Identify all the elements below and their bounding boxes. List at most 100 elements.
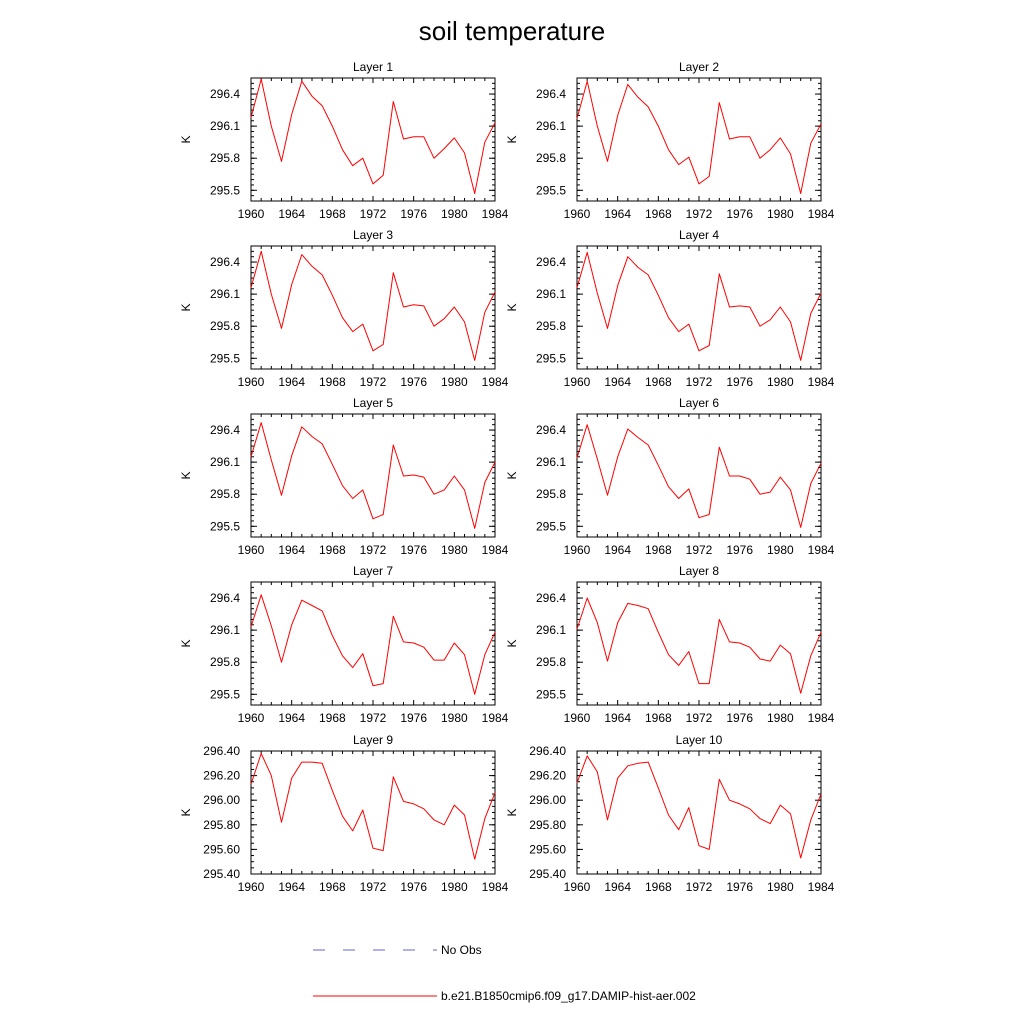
x-tick-label: 1980 [441, 543, 468, 557]
panel-layer-10: Layer 10 1960 1964 1968 1972 1976 1980 1984 296.… [505, 733, 835, 894]
y-tick-label: 296.1 [210, 623, 240, 637]
x-tick-label: 1960 [238, 543, 265, 557]
x-tick-label: 1972 [686, 543, 713, 557]
x-tick-label: 1984 [482, 543, 509, 557]
y-tick-label: 296.1 [536, 119, 566, 133]
x-tick-label: 1972 [686, 880, 713, 894]
y-tick-label: 295.8 [210, 151, 240, 165]
panel-layer-6: Layer 6 1960 1964 1968 1972 1976 1980 1984 296.4… [505, 396, 835, 557]
x-tick-label: 1984 [808, 880, 835, 894]
y-tick-label: 295.8 [536, 319, 566, 333]
x-tick-label: 1968 [319, 711, 346, 725]
series-line-model [250, 250, 496, 361]
x-tick-label: 1976 [400, 207, 427, 221]
x-tick-label: 1980 [441, 207, 468, 221]
x-tick-label: 1984 [808, 375, 835, 389]
x-tick-label: 1976 [400, 880, 427, 894]
y-tick-label: 296.20 [529, 769, 566, 783]
x-tick-label: 1960 [238, 375, 265, 389]
x-tick-label: 1972 [360, 880, 387, 894]
x-tick-label: 1980 [767, 543, 794, 557]
x-tick-label: 1964 [278, 880, 305, 894]
series-line-model [250, 422, 496, 529]
series-line-model [576, 80, 822, 194]
x-tick-label: 1968 [319, 880, 346, 894]
x-tick-label: 1960 [238, 207, 265, 221]
series-line-model [576, 755, 822, 859]
x-tick-label: 1972 [360, 375, 387, 389]
y-axis-label: K [179, 303, 193, 311]
x-tick-label: 1968 [319, 207, 346, 221]
x-tick-label: 1984 [808, 207, 835, 221]
y-tick-label: 296.40 [203, 744, 240, 758]
x-tick-label: 1972 [686, 375, 713, 389]
y-tick-label: 295.8 [210, 319, 240, 333]
x-tick-label: 1972 [360, 207, 387, 221]
x-tick-label: 1984 [482, 207, 509, 221]
y-tick-label: 295.5 [210, 519, 240, 533]
x-tick-label: 1964 [604, 880, 631, 894]
panel-title: Layer 4 [679, 228, 719, 242]
y-tick-label: 295.60 [529, 842, 566, 856]
x-tick-label: 1980 [767, 375, 794, 389]
y-axis-label: K [179, 808, 193, 816]
y-tick-label: 296.4 [210, 255, 240, 269]
panel-layer-9: Layer 9 1960 1964 1968 1972 1976 1980 1984 296.4… [179, 733, 509, 894]
x-tick-label: 1964 [604, 375, 631, 389]
x-tick-label: 1968 [645, 375, 672, 389]
panel-title: Layer 1 [353, 60, 393, 74]
panel-title: Layer 7 [353, 564, 393, 578]
x-tick-label: 1960 [564, 543, 591, 557]
x-tick-label: 1980 [441, 880, 468, 894]
y-tick-label: 296.4 [536, 87, 566, 101]
y-tick-label: 296.4 [210, 591, 240, 605]
y-tick-label: 296.20 [203, 769, 240, 783]
figure-title: soil temperature [419, 16, 605, 46]
y-tick-label: 296.4 [210, 87, 240, 101]
x-tick-label: 1968 [645, 880, 672, 894]
series-line-model [250, 753, 496, 860]
x-tick-label: 1976 [726, 207, 753, 221]
y-tick-label: 295.60 [203, 842, 240, 856]
x-tick-label: 1984 [482, 711, 509, 725]
legend: No Obs b.e21.B1850cmip6.f09_g17.DAMIP-hi… [313, 943, 696, 1003]
x-tick-label: 1984 [808, 543, 835, 557]
y-tick-label: 295.5 [536, 351, 566, 365]
y-tick-label: 296.1 [536, 287, 566, 301]
x-tick-label: 1976 [400, 543, 427, 557]
y-tick-label: 295.5 [536, 687, 566, 701]
panel-title: Layer 8 [679, 564, 719, 578]
x-tick-label: 1976 [400, 375, 427, 389]
panel-title: Layer 2 [679, 60, 719, 74]
panel-layer-7: Layer 7 1960 1964 1968 1972 1976 1980 1984 296.4… [179, 564, 509, 725]
y-axis-label: K [179, 639, 193, 647]
y-tick-label: 295.5 [210, 687, 240, 701]
panel-layer-2: Layer 2 1960 1964 1968 1972 1976 1980 1984 296.4… [505, 60, 835, 221]
x-tick-label: 1976 [726, 375, 753, 389]
x-tick-label: 1976 [726, 880, 753, 894]
x-tick-label: 1980 [767, 711, 794, 725]
x-tick-label: 1976 [400, 711, 427, 725]
x-tick-label: 1960 [564, 207, 591, 221]
plot-frame [250, 750, 496, 875]
plot-frame [576, 581, 822, 706]
y-axis-label: K [505, 471, 519, 479]
x-tick-label: 1964 [278, 207, 305, 221]
x-tick-label: 1984 [482, 880, 509, 894]
plot-frame [250, 581, 496, 706]
y-tick-label: 296.4 [536, 423, 566, 437]
y-tick-label: 296.1 [210, 287, 240, 301]
y-tick-label: 295.40 [529, 867, 566, 881]
y-axis-label: K [179, 135, 193, 143]
panel-title: Layer 10 [676, 733, 723, 747]
y-tick-label: 296.1 [210, 455, 240, 469]
panel-layer-8: Layer 8 1960 1964 1968 1972 1976 1980 1984 296.4… [505, 564, 835, 725]
y-tick-label: 296.40 [529, 744, 566, 758]
panel-layer-3: Layer 3 1960 1964 1968 1972 1976 1980 1984 296.4… [179, 228, 509, 389]
y-tick-label: 295.5 [536, 183, 566, 197]
panel-title: Layer 6 [679, 396, 719, 410]
x-tick-label: 1964 [278, 375, 305, 389]
panel-title: Layer 9 [353, 733, 393, 747]
panel-layer-4: Layer 4 1960 1964 1968 1972 1976 1980 1984 296.4… [505, 228, 835, 389]
